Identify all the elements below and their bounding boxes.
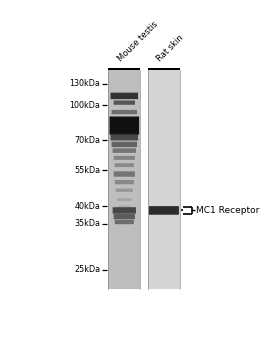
Text: 35kDa: 35kDa [74,219,100,229]
FancyBboxPatch shape [114,100,135,105]
FancyBboxPatch shape [113,207,136,214]
FancyBboxPatch shape [115,180,134,184]
Bar [148,68,180,70]
FancyBboxPatch shape [149,206,179,215]
FancyBboxPatch shape [117,198,132,201]
FancyBboxPatch shape [118,205,131,208]
FancyBboxPatch shape [111,133,138,140]
FancyBboxPatch shape [116,189,133,192]
FancyBboxPatch shape [115,220,134,224]
Bar [108,68,140,70]
FancyBboxPatch shape [113,148,136,153]
Bar [108,70,140,289]
Text: MC1 Receptor: MC1 Receptor [196,206,260,215]
Text: 55kDa: 55kDa [74,166,100,175]
Text: 100kDa: 100kDa [69,101,100,110]
Text: 40kDa: 40kDa [74,202,100,211]
FancyBboxPatch shape [112,110,137,114]
Text: 25kDa: 25kDa [74,265,100,274]
Text: Rat skin: Rat skin [155,33,186,64]
Bar [148,70,180,289]
FancyBboxPatch shape [112,142,137,147]
FancyBboxPatch shape [114,172,135,177]
Text: Mouse testis: Mouse testis [116,20,160,64]
FancyBboxPatch shape [115,163,134,167]
FancyBboxPatch shape [114,214,135,219]
Text: 70kDa: 70kDa [74,136,100,145]
FancyBboxPatch shape [109,117,139,134]
FancyBboxPatch shape [111,93,138,99]
FancyBboxPatch shape [114,156,135,160]
Text: 130kDa: 130kDa [69,79,100,88]
